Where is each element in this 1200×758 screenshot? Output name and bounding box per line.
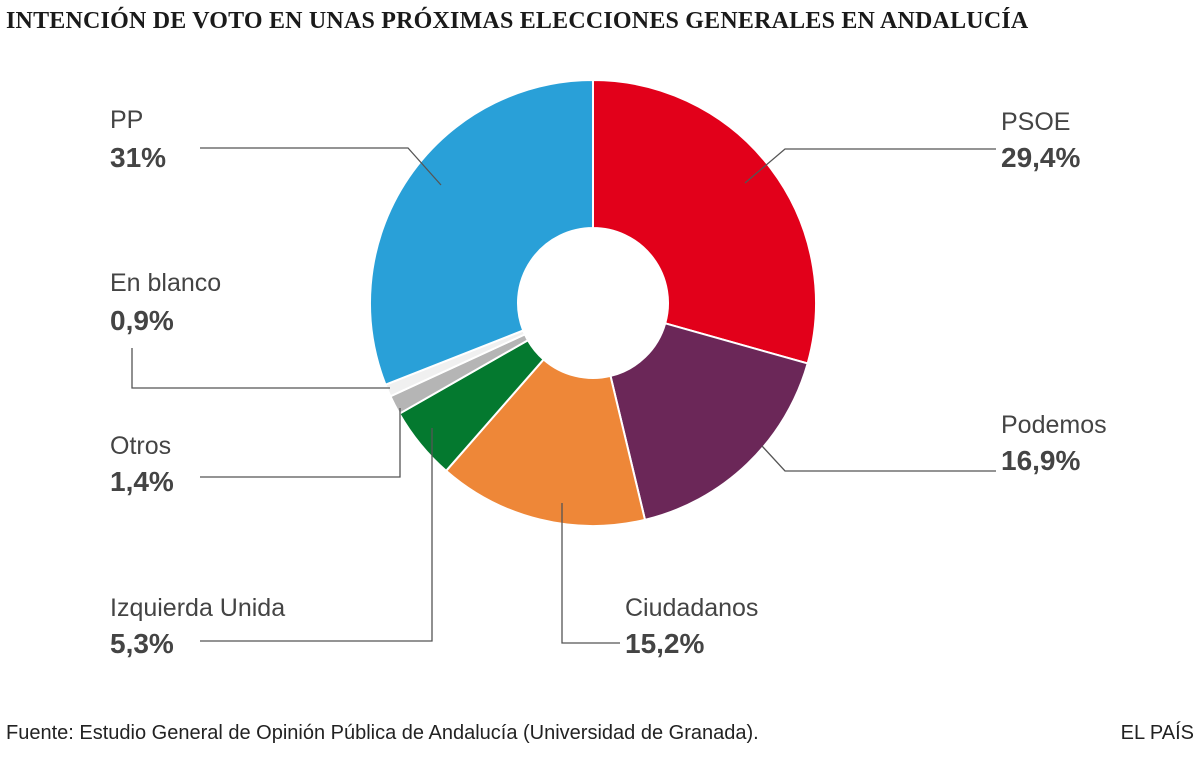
- label-value-iu: 5,3%: [110, 628, 174, 659]
- leader-psoe: [744, 148, 996, 184]
- label-name-pp: PP: [110, 106, 143, 134]
- label-name-ciudadanos: Ciudadanos: [625, 594, 758, 622]
- label-name-blanco: En blanco: [110, 269, 221, 297]
- slice-ciudadanos: [444, 358, 647, 527]
- label-value-blanco: 0,9%: [110, 305, 174, 336]
- leader-podemos: [761, 445, 996, 472]
- slice-podemos: [609, 322, 809, 522]
- label-name-otros: Otros: [110, 432, 171, 460]
- leader-lines: [131, 147, 996, 644]
- leader-otros: [200, 408, 401, 478]
- label-value-podemos: 16,9%: [1001, 445, 1080, 476]
- label-name-podemos: Podemos: [1001, 411, 1107, 439]
- leader-blanco: [131, 348, 390, 389]
- source-note: Fuente: Estudio General de Opinión Públi…: [6, 722, 759, 744]
- leader-ciudadanos: [561, 503, 620, 644]
- slice-pp: [369, 78, 594, 386]
- label-value-otros: 1,4%: [110, 466, 174, 497]
- label-name-iu: Izquierda Unida: [110, 594, 285, 622]
- slice-psoe: [592, 78, 817, 365]
- label-value-ciudadanos: 15,2%: [625, 628, 704, 659]
- slice-labels: PSOE 29,4% Podemos 16,9% Ciudadanos 15,2% Izqu…: [110, 106, 1107, 659]
- label-name-psoe: PSOE: [1001, 108, 1070, 136]
- leader-iu: [200, 428, 433, 642]
- label-value-psoe: 29,4%: [1001, 142, 1080, 173]
- donut-slices: [369, 78, 817, 527]
- leader-pp: [200, 147, 442, 186]
- brand-logo-text: EL PAÍS: [1120, 722, 1194, 744]
- label-value-pp: 31%: [110, 142, 166, 173]
- chart-title: INTENCIÓN DE VOTO EN UNAS PRÓXIMAS ELECC…: [6, 8, 1029, 34]
